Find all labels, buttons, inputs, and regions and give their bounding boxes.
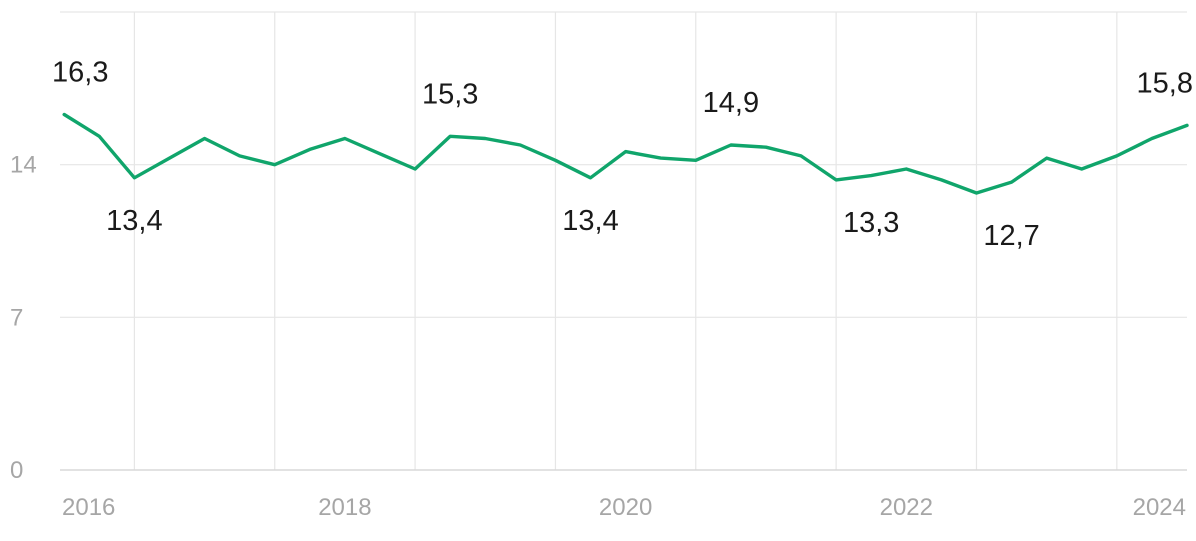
data-label: 16,3 — [52, 57, 108, 89]
data-label: 13,4 — [562, 205, 618, 237]
y-tick-label: 14 — [10, 152, 37, 179]
x-tick-label: 2018 — [318, 494, 371, 521]
data-label: 13,3 — [843, 207, 899, 239]
data-label-layer: 16,3 13,4 15,3 13,4 14,9 13,3 12,7 15,8 — [52, 57, 1193, 253]
series-line — [62, 112, 1189, 195]
data-label: 13,4 — [106, 205, 162, 237]
series-layer — [62, 112, 1189, 195]
grid-layer — [60, 11, 1187, 470]
data-label: 15,3 — [422, 78, 478, 110]
x-tick-label: 2022 — [880, 494, 933, 521]
data-label: 15,8 — [1137, 67, 1193, 99]
x-tick-label: 2020 — [599, 494, 652, 521]
x-tick-label: 2024 — [1133, 494, 1186, 521]
y-tick-label: 7 — [10, 304, 23, 331]
axis-layer: 0 7 14 2016 2018 2020 2022 2024 — [10, 152, 1187, 521]
data-label: 14,9 — [703, 87, 759, 119]
data-label: 12,7 — [983, 220, 1039, 252]
x-tick-label: 2016 — [62, 494, 115, 521]
y-tick-label: 0 — [10, 457, 23, 484]
